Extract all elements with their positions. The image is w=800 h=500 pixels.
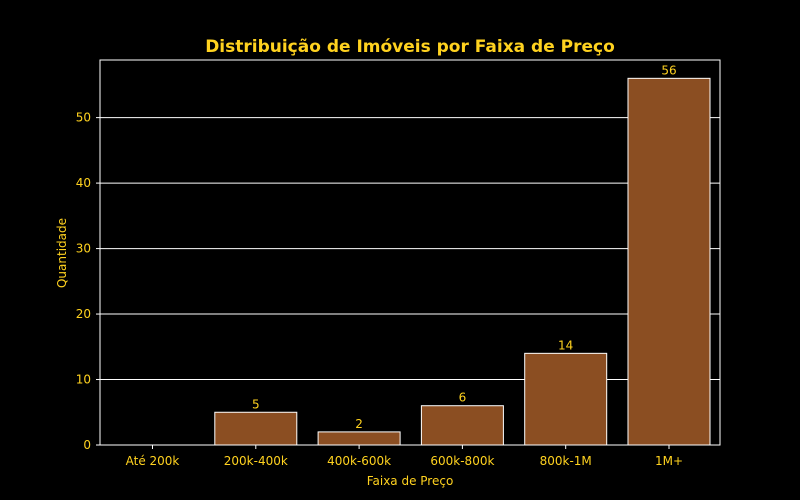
x-axis-ticks: Até 200k 200k-400k 400k-600k 600k-800k 800k-… (126, 445, 683, 468)
bar (214, 411, 298, 446)
grid-lines (100, 117, 720, 446)
bar (317, 431, 401, 446)
x-tick-label: 1M+ (655, 454, 683, 468)
y-tick-label: 0 (83, 438, 91, 452)
data-label: 14 (558, 338, 573, 352)
y-tick-label: 40 (76, 176, 91, 190)
x-tick-label: 800k-1M (540, 454, 592, 468)
chart-title: Distribuição de Imóveis por Faixa de Pre… (205, 37, 615, 57)
bar (420, 405, 504, 446)
y-tick-label: 20 (76, 307, 91, 321)
data-label: 2 (355, 417, 363, 431)
x-tick-label: 600k-800k (430, 454, 494, 468)
x-tick-label: 200k-400k (224, 454, 288, 468)
bar (524, 352, 608, 446)
data-labels: 5 2 6 14 56 (252, 63, 677, 431)
bars (214, 77, 711, 446)
y-tick-label: 10 (76, 373, 91, 387)
data-label: 5 (252, 397, 260, 411)
bar (627, 77, 711, 446)
y-axis-ticks: 0 10 20 30 40 50 (76, 111, 100, 452)
plot-frame (99, 59, 721, 446)
data-label: 56 (661, 63, 676, 77)
y-tick-label: 30 (76, 242, 91, 256)
x-axis-label: Faixa de Preço (367, 474, 454, 488)
y-axis-label: Quantidade (55, 218, 69, 288)
y-tick-label: 50 (76, 111, 91, 125)
x-tick-label: 400k-600k (327, 454, 391, 468)
data-label: 6 (459, 391, 467, 405)
x-tick-label: Até 200k (126, 454, 180, 468)
